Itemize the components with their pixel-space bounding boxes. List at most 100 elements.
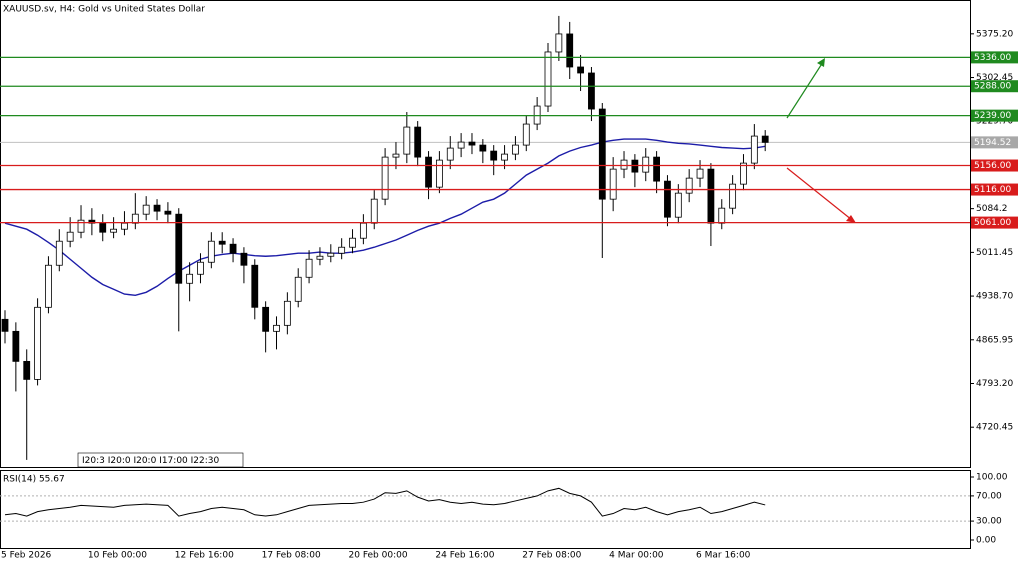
level-box <box>971 109 1018 122</box>
y-tick-label: 5229.70 <box>976 117 1013 127</box>
candle-body <box>761 135 769 143</box>
candle-body <box>121 222 128 230</box>
candle-body <box>446 147 454 161</box>
level-box <box>971 183 1018 196</box>
y-tick-label: 4793.20 <box>976 379 1013 389</box>
candle-body <box>642 156 650 173</box>
candle-body <box>707 168 715 224</box>
x-tick-label: 20 Feb 00:00 <box>349 551 408 561</box>
down-arrow <box>786 167 856 223</box>
candle-body <box>598 108 606 200</box>
candle-body <box>435 159 443 188</box>
time-strip <box>77 452 244 468</box>
y-tick-label: 100.00 <box>976 472 1008 482</box>
x-tick-label: 17 Feb 08:00 <box>262 551 321 561</box>
candle-body <box>544 51 552 107</box>
x-tick-label: 12 Feb 16:00 <box>175 551 234 561</box>
y-tick-label: 5302.45 <box>976 73 1013 83</box>
candle-body <box>218 240 226 245</box>
up-arrow <box>786 58 825 119</box>
x-tick-label: 4 Mar 00:00 <box>609 551 664 561</box>
y-tick-label: 5084.2 <box>976 204 1008 214</box>
candle-body <box>251 264 259 308</box>
candle-body <box>349 237 356 248</box>
x-tick-label: 6 Mar 16:00 <box>696 551 751 561</box>
candle-body <box>142 204 150 215</box>
candle-body <box>175 213 183 284</box>
candle-body <box>414 126 422 158</box>
x-tick-label: 24 Feb 16:00 <box>435 551 494 561</box>
candle-body <box>457 141 465 149</box>
y-tick-label: 4720.45 <box>976 423 1013 433</box>
candle-body <box>23 360 31 380</box>
level-label: 5288.00 <box>974 82 1011 92</box>
candle-body <box>674 192 682 218</box>
y-tick-label: 30.00 <box>976 517 1002 527</box>
candle-body <box>273 324 280 332</box>
candle-body <box>501 153 508 161</box>
candle-body <box>370 198 378 224</box>
y-tick-label: 0.00 <box>976 535 996 545</box>
chart-title: XAUUSD.sv, H4: Gold vs United States Dol… <box>3 5 205 15</box>
candle-body <box>750 135 758 164</box>
candle-body <box>316 255 324 260</box>
candle-body <box>403 126 411 155</box>
candle-body <box>327 252 335 257</box>
candle-body <box>425 156 432 188</box>
candle-body <box>283 300 291 326</box>
last-price-box <box>971 136 1018 149</box>
candle-body <box>359 222 367 239</box>
candle-body <box>609 168 617 200</box>
candle-body <box>490 150 498 161</box>
candle-body <box>305 258 313 278</box>
candle-body <box>34 306 41 380</box>
level-label: 5336.00 <box>974 53 1011 63</box>
time-strip-text: I20:3 I20:0 I20:0 I17:00 I22:30 <box>82 456 219 466</box>
y-tick-label: 5011.45 <box>976 248 1013 258</box>
y-tick-label: 4865.95 <box>976 335 1013 345</box>
candle-body <box>718 207 726 224</box>
rsi-title: RSI(14) 55.67 <box>3 475 65 485</box>
moving-average <box>4 138 766 297</box>
rsi-panel <box>0 470 971 549</box>
candle-body <box>153 204 161 212</box>
price-panel <box>0 0 971 468</box>
candle-body <box>131 213 139 224</box>
candle-body <box>620 159 628 170</box>
candle-body <box>479 144 487 152</box>
last-price-label: 5194.52 <box>974 138 1011 148</box>
candle-body <box>577 66 584 74</box>
candle-body <box>381 156 389 200</box>
candle-body <box>392 153 400 158</box>
candle-body <box>197 261 204 275</box>
y-tick-label: 5375.20 <box>976 29 1013 39</box>
candle-body <box>66 231 74 242</box>
candle-body <box>1 318 9 332</box>
x-tick-label: 5 Feb 2026 <box>1 551 52 561</box>
x-tick-label: 10 Feb 00:00 <box>88 551 147 561</box>
candle-body <box>740 162 747 185</box>
candle-body <box>164 210 172 215</box>
candle-body <box>729 183 737 209</box>
candle-body <box>468 141 476 146</box>
candle-body <box>55 240 63 266</box>
candle-body <box>338 246 346 254</box>
candle-body <box>566 33 574 68</box>
level-box <box>971 80 1018 93</box>
candle-body <box>664 180 671 218</box>
level-box <box>971 216 1018 229</box>
candle-body <box>653 156 660 182</box>
level-label: 5061.00 <box>974 218 1011 228</box>
level-label: 5156.00 <box>974 161 1011 171</box>
y-tick-label: 70.00 <box>976 491 1002 501</box>
candle-body <box>696 168 704 179</box>
candle-body <box>77 219 85 233</box>
candle-body <box>512 144 519 155</box>
x-tick-label: 27 Feb 08:00 <box>522 551 581 561</box>
rsi-line <box>4 487 766 517</box>
level-label: 5239.00 <box>974 111 1011 121</box>
candle-body <box>294 276 302 302</box>
y-tick-label: 4938.70 <box>976 292 1013 302</box>
candle-body <box>262 306 270 332</box>
